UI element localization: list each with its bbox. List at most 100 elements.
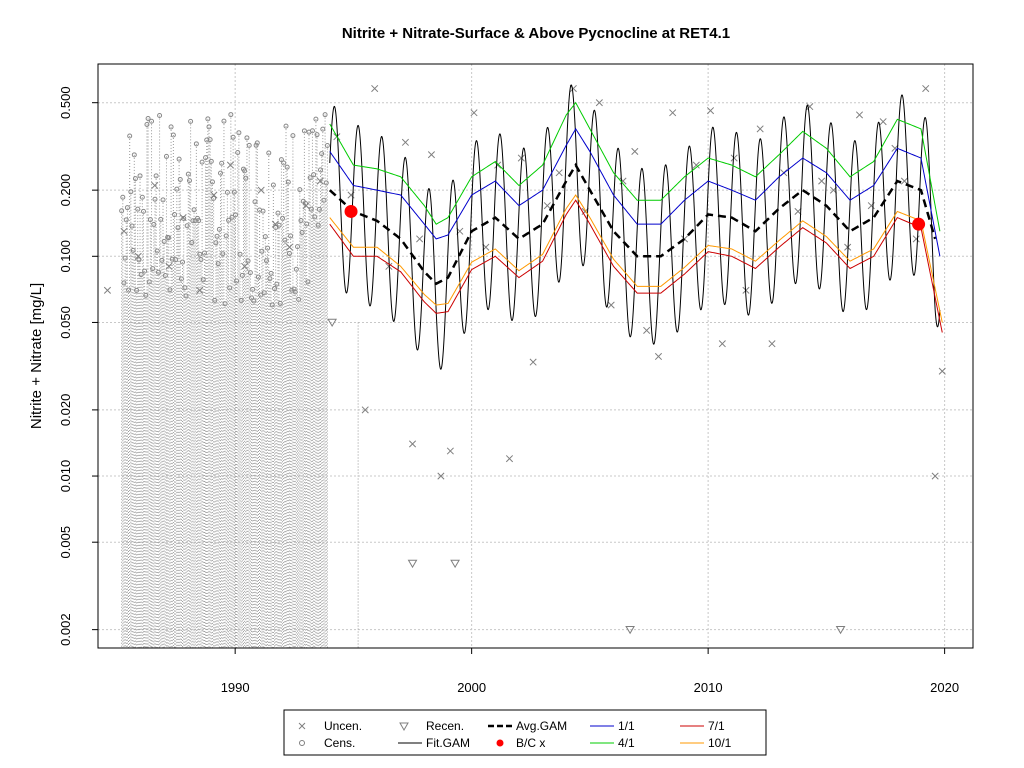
recensored-point bbox=[450, 559, 460, 569]
censored-point bbox=[208, 158, 214, 164]
censored-point bbox=[143, 292, 149, 298]
censored-point bbox=[172, 212, 178, 218]
censored-point bbox=[191, 207, 197, 213]
uncensored-point bbox=[361, 406, 369, 414]
censored-point bbox=[146, 279, 152, 285]
censored-point bbox=[322, 112, 328, 118]
censored-point bbox=[317, 167, 323, 173]
censored-point bbox=[277, 300, 283, 306]
censored-point bbox=[307, 175, 313, 181]
censored-point bbox=[127, 133, 133, 139]
censored-point bbox=[291, 286, 297, 292]
uncensored-point bbox=[654, 352, 663, 361]
censored-point bbox=[198, 257, 204, 263]
censored-point bbox=[270, 182, 276, 188]
censored-point bbox=[209, 179, 215, 185]
censored-point bbox=[298, 218, 304, 224]
censored-point bbox=[130, 247, 136, 253]
uncensored-point bbox=[912, 235, 920, 243]
censored-point bbox=[173, 257, 179, 263]
uncensored-point bbox=[643, 326, 651, 334]
censored-point bbox=[230, 134, 236, 140]
censored-point bbox=[249, 295, 255, 301]
censored-point bbox=[316, 206, 322, 212]
uncensored-point bbox=[879, 118, 887, 126]
censored-point bbox=[295, 244, 301, 250]
uncensored-point bbox=[371, 84, 379, 93]
censored-point bbox=[224, 189, 230, 195]
legend-label-10-1: 10/1 bbox=[708, 736, 732, 750]
censored-point bbox=[124, 205, 130, 211]
uncensored-point bbox=[165, 262, 173, 270]
censored-point bbox=[166, 235, 172, 241]
10-1-line bbox=[329, 194, 943, 323]
legend-label-4-1: 4/1 bbox=[618, 736, 635, 750]
censored-point bbox=[312, 214, 318, 220]
legend-label-uncen: Uncen. bbox=[324, 719, 362, 733]
censored-point bbox=[119, 208, 125, 214]
x-tick-label: 1990 bbox=[221, 680, 250, 695]
recensored-point bbox=[835, 625, 846, 635]
censored-point bbox=[217, 170, 223, 176]
censored-point bbox=[283, 123, 289, 129]
grid-layer bbox=[98, 64, 973, 648]
censored-point bbox=[213, 240, 219, 246]
censored-point bbox=[207, 137, 213, 143]
censored-point bbox=[297, 187, 303, 193]
uncensored-point bbox=[922, 84, 930, 93]
censored-point bbox=[220, 251, 226, 257]
censored-layer bbox=[119, 112, 359, 648]
censored-point bbox=[246, 142, 252, 148]
censored-point bbox=[237, 251, 243, 257]
censored-point bbox=[199, 159, 205, 165]
censored-point bbox=[149, 118, 155, 124]
censored-point bbox=[193, 141, 199, 147]
censored-point bbox=[236, 130, 242, 136]
censored-point bbox=[176, 156, 182, 162]
uncensored-point bbox=[103, 286, 112, 294]
avg-gam-line bbox=[328, 162, 937, 286]
censored-point bbox=[269, 302, 275, 308]
bc-point bbox=[912, 217, 926, 231]
censored-point bbox=[123, 217, 129, 223]
censored-point bbox=[308, 206, 314, 212]
censored-point bbox=[144, 121, 150, 127]
censored-point bbox=[197, 251, 203, 257]
censored-point bbox=[290, 133, 296, 139]
censored-point bbox=[314, 132, 320, 138]
uncensored-point bbox=[529, 358, 537, 366]
censored-point bbox=[273, 224, 279, 230]
uncensored-point bbox=[768, 340, 776, 348]
censored-point bbox=[183, 293, 189, 299]
recensored-point bbox=[327, 318, 337, 328]
censored-point bbox=[186, 178, 192, 184]
uncensored-point bbox=[692, 161, 700, 169]
censored-point bbox=[152, 196, 158, 202]
censored-point bbox=[160, 197, 166, 203]
censored-point bbox=[231, 189, 237, 195]
censored-point bbox=[285, 179, 291, 185]
censored-point bbox=[293, 266, 299, 272]
uncensored-point bbox=[718, 340, 726, 348]
censored-point bbox=[163, 153, 169, 159]
uncensored-point bbox=[505, 455, 514, 463]
uncensored-point bbox=[706, 107, 715, 115]
censored-point bbox=[158, 216, 164, 222]
censored-point bbox=[229, 214, 235, 220]
censored-point bbox=[265, 245, 271, 251]
censored-point bbox=[255, 274, 261, 280]
censored-point bbox=[132, 176, 138, 182]
censored-point bbox=[261, 290, 267, 296]
y-tick-label: 0.020 bbox=[58, 394, 73, 427]
censored-point bbox=[147, 217, 153, 223]
recensored-point bbox=[625, 625, 635, 635]
recensored-layer bbox=[327, 318, 846, 635]
censored-point bbox=[120, 194, 126, 200]
4-1-line bbox=[329, 101, 941, 232]
censored-point bbox=[284, 164, 290, 170]
uncensored-point bbox=[134, 252, 142, 260]
censored-point bbox=[168, 124, 174, 130]
x-tick-label: 2000 bbox=[457, 680, 486, 695]
uncensored-point bbox=[427, 151, 435, 159]
censored-point bbox=[200, 277, 206, 283]
